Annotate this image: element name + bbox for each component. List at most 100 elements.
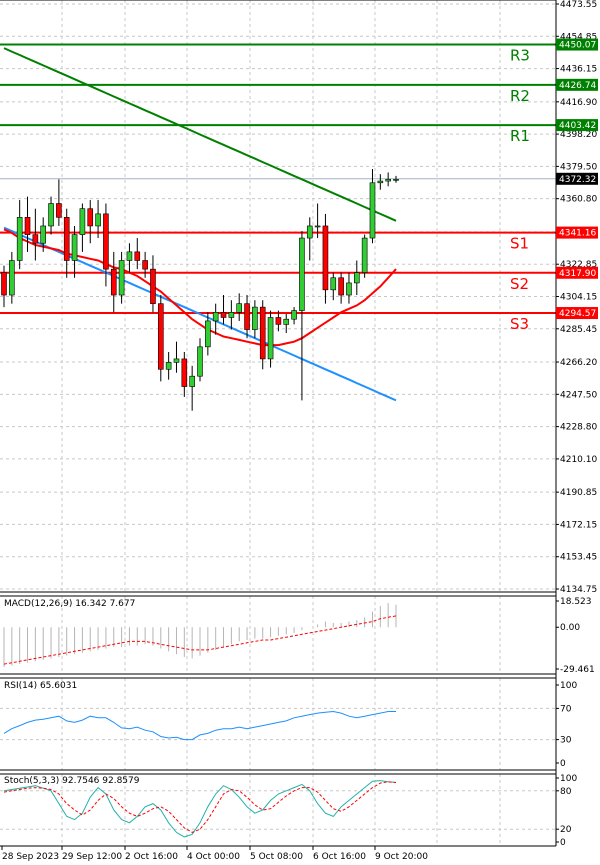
candle-body-bull xyxy=(353,272,360,284)
price-tick-label: 4473.55 xyxy=(560,0,597,10)
candle xyxy=(134,238,141,270)
candle xyxy=(126,243,133,273)
candle-body-bull xyxy=(314,225,321,228)
candle xyxy=(212,303,219,335)
candle xyxy=(369,168,376,244)
candle-body-bear xyxy=(150,268,156,304)
moving-average-line xyxy=(3,228,397,347)
level-price-label-r2: 4426.74 xyxy=(559,81,596,91)
rsi-tick-label: 100 xyxy=(560,681,577,691)
candle-body-bear xyxy=(259,306,266,360)
candle xyxy=(48,196,54,235)
price-tick-label: 4304.15 xyxy=(560,293,597,303)
time-tick-label: 5 Oct 08:00 xyxy=(250,852,303,862)
candle-body-bear xyxy=(322,225,329,291)
level-price-label-s1: 4341.16 xyxy=(559,229,596,239)
time-tick-label: 29 Sep 12:00 xyxy=(62,852,122,862)
level-price-box-r1 xyxy=(556,119,598,132)
candle-body-bear xyxy=(56,203,62,218)
rsi-panel: RSI(14) 65.6031 100 70 30 0 xyxy=(0,681,577,769)
candle xyxy=(9,251,15,304)
candle xyxy=(353,260,360,296)
candle-body-bull xyxy=(48,203,54,227)
candle xyxy=(32,208,39,261)
level-price-box-s1 xyxy=(556,226,598,239)
moving-average-line xyxy=(3,47,397,222)
candle-body-bull xyxy=(385,179,391,182)
time-tick-label: 6 Oct 16:00 xyxy=(313,852,366,862)
level-price-label-r1: 4403.42 xyxy=(559,121,596,131)
candle-body-bear xyxy=(134,251,141,261)
candle xyxy=(236,293,242,321)
level-price-label-s2: 4317.90 xyxy=(559,269,596,279)
candle xyxy=(110,251,117,313)
stoch-tick-label: 0 xyxy=(560,838,566,848)
candle-body-bull xyxy=(291,310,297,320)
candle xyxy=(377,174,384,190)
support-resistance-levels: R3 R2 R1 S1 S2 S3 xyxy=(0,43,556,333)
time-tick-label: 2 Oct 16:00 xyxy=(125,852,178,862)
candle xyxy=(95,200,101,239)
candle xyxy=(220,295,227,325)
macd-panel: MACD(12,26,9) 16.342 7.677 18.523 0.00 -29.… xyxy=(3,597,595,675)
rsi-tick-label: 30 xyxy=(560,736,572,746)
price-tick-label: 4247.50 xyxy=(560,390,597,400)
rsi-tick-label: 70 xyxy=(560,704,572,714)
candle xyxy=(205,312,211,356)
rsi-tick-label: 0 xyxy=(560,759,566,769)
candle xyxy=(181,352,188,397)
macd-tick-label: -29.461 xyxy=(560,665,595,675)
candlesticks xyxy=(1,168,399,411)
level-name-r1: R1 xyxy=(510,127,530,145)
stoch-signal-line xyxy=(3,781,397,833)
candle-body-bull xyxy=(71,234,78,261)
candle xyxy=(79,203,86,252)
candle-body-bull xyxy=(79,208,86,235)
time-tick-label: 9 Oct 20:00 xyxy=(375,852,428,862)
candle xyxy=(338,272,344,304)
candle-body-bear xyxy=(181,358,188,387)
candle-body-bull xyxy=(267,317,274,360)
candle xyxy=(165,352,172,380)
candle-body-bull xyxy=(165,362,172,370)
candle-body-bull xyxy=(40,225,47,244)
candle-body-bear xyxy=(63,217,70,261)
candle xyxy=(103,203,109,287)
candle xyxy=(16,200,23,270)
level-name-r2: R2 xyxy=(510,87,530,105)
candle xyxy=(322,213,329,304)
stochastic-panel: Stoch(5,3,3) 92.7546 92.8579 100 80 20 0 xyxy=(0,774,577,848)
candle-body-bear xyxy=(110,268,117,296)
candle xyxy=(330,272,337,301)
candle xyxy=(87,200,94,244)
candle xyxy=(267,310,274,368)
candle-body-bull xyxy=(306,225,313,239)
level-name-s2: S2 xyxy=(510,275,529,293)
candle-body-bull xyxy=(212,311,219,322)
candle xyxy=(189,365,195,411)
candle-body-bull xyxy=(9,260,15,296)
candle xyxy=(142,251,148,278)
price-tick-label: 4134.75 xyxy=(560,585,597,595)
candle-body-bull xyxy=(330,277,337,291)
time-axis: 28 Sep 2023 29 Sep 12:00 2 Oct 16:00 4 Oct … xyxy=(1,846,428,862)
candle xyxy=(291,307,297,325)
price-tick-label: 4379.50 xyxy=(560,162,597,172)
price-tick-label: 4360.80 xyxy=(560,195,597,205)
candle-body-bull xyxy=(252,306,258,330)
candle-body-bear xyxy=(338,277,344,296)
candle xyxy=(314,203,321,239)
candle-body-bull xyxy=(118,260,125,296)
candle-body-bear xyxy=(220,311,227,318)
price-tick-label: 4190.85 xyxy=(560,488,597,498)
candle xyxy=(173,341,180,373)
candle xyxy=(346,272,352,304)
price-tick-label: 4416.90 xyxy=(560,98,597,108)
candle xyxy=(63,208,70,278)
candle-body-bull xyxy=(126,251,133,261)
candle xyxy=(24,196,31,252)
price-tick-label: 4153.45 xyxy=(560,553,597,563)
candle xyxy=(118,251,125,304)
candle-body-bull xyxy=(205,320,211,348)
candle-body-bull xyxy=(189,375,195,387)
